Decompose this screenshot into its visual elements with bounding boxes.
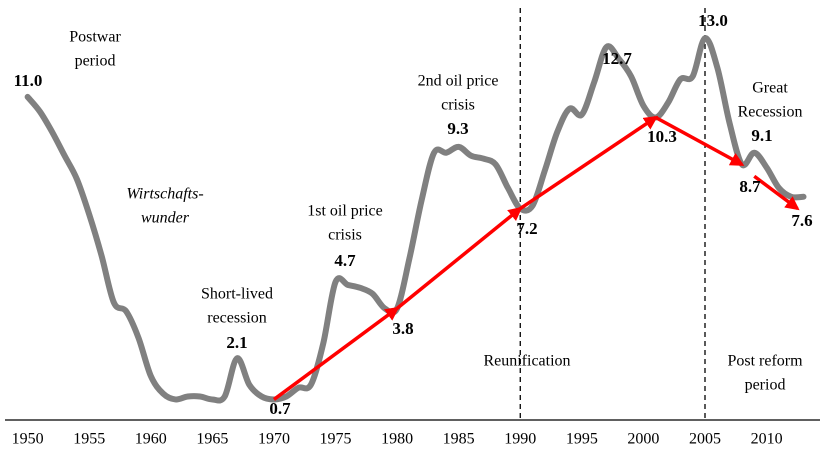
annotation: crisis xyxy=(441,97,475,114)
value-label: 12.7 xyxy=(602,49,632,68)
x-tick-label: 1970 xyxy=(258,431,290,448)
annotation: Post reform xyxy=(727,353,803,370)
x-tick-label: 1980 xyxy=(381,431,413,448)
value-label: 7.2 xyxy=(516,219,537,238)
x-tick-label: 2000 xyxy=(627,431,659,448)
value-label: 7.6 xyxy=(791,211,812,230)
value-label: 10.3 xyxy=(647,127,677,146)
annotation: Short-lived xyxy=(201,286,273,303)
value-label: 3.8 xyxy=(392,319,413,338)
value-label: 11.0 xyxy=(14,71,43,90)
annotation: 2nd oil price xyxy=(418,73,499,90)
x-tick-label: 2005 xyxy=(689,431,721,448)
trend-arrow xyxy=(396,206,523,310)
x-tick-label: 1995 xyxy=(566,431,598,448)
annotation: Reunification xyxy=(483,353,570,370)
x-tick-label: 1965 xyxy=(196,431,228,448)
data-line xyxy=(24,35,807,404)
x-tick-label: 1955 xyxy=(73,431,105,448)
annotation: 1st oil price xyxy=(307,203,383,220)
x-tick-label: 1960 xyxy=(135,431,167,448)
trend-arrow xyxy=(272,306,400,401)
annotation: period xyxy=(75,53,116,70)
value-label: 9.1 xyxy=(751,126,772,145)
x-tick-label: 1975 xyxy=(320,431,352,448)
trend-arrow xyxy=(654,115,745,167)
x-tick-label: 1950 xyxy=(12,431,44,448)
annotation: crisis xyxy=(328,227,362,244)
annotation: period xyxy=(745,377,786,394)
value-label: 9.3 xyxy=(447,119,468,138)
annotation: Recession xyxy=(738,104,803,121)
annotation: Wirtschafts- xyxy=(126,186,203,203)
x-tick-label: 1985 xyxy=(443,431,475,448)
annotation: wunder xyxy=(141,210,190,227)
x-tick-label: 2010 xyxy=(751,431,783,448)
annotation: Postwar xyxy=(69,29,121,46)
trend-arrow xyxy=(519,115,659,210)
value-label: 2.1 xyxy=(226,333,247,352)
value-label: 4.7 xyxy=(334,251,356,270)
annotation: Great xyxy=(752,80,788,97)
x-tick-label: 1990 xyxy=(504,431,536,448)
value-label: 13.0 xyxy=(698,11,728,30)
value-label: 0.7 xyxy=(269,399,291,418)
trend-arrow xyxy=(753,174,800,211)
annotation: recession xyxy=(207,310,267,327)
value-label: 8.7 xyxy=(739,177,761,196)
